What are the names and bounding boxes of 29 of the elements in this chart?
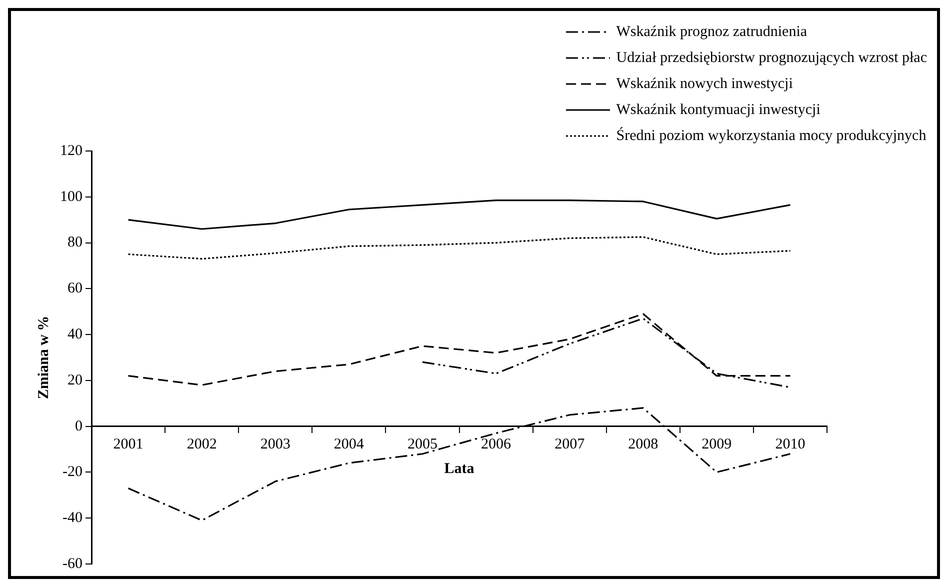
y-axis-title: Zmiana w % <box>36 316 52 400</box>
legend-label: Wskaźnik nowych inwestycji <box>616 75 793 94</box>
line-series <box>127 313 792 386</box>
x-tick-label: 2007 <box>554 436 586 452</box>
x-tick-label: 2002 <box>186 436 217 452</box>
legend-label: Udział przedsiębiorstw prognozujących wzrost płac <box>616 49 927 68</box>
x-tick-label: 2001 <box>113 436 144 452</box>
x-tick-label: 2008 <box>628 436 658 452</box>
legend-label: Wskaźnik prognoz zatrudnienia <box>616 23 808 42</box>
line-series <box>127 236 792 260</box>
y-tick-label: -20 <box>62 464 82 480</box>
x-axis-title: Lata <box>444 461 475 478</box>
y-tick-label: 100 <box>60 188 82 205</box>
legend-label: Średni poziom wykorzystania mocy produkcyjnych <box>616 126 926 146</box>
y-tick-label: -60 <box>62 556 82 572</box>
y-tick-label: 40 <box>68 326 82 342</box>
y-tick-label: 80 <box>68 234 82 251</box>
y-tick-label: 20 <box>68 372 82 388</box>
legend-label: Wskaźnik kontymuacji inwestycji <box>616 101 820 120</box>
y-tick-label: 120 <box>60 142 82 159</box>
y-tick-label: 60 <box>68 280 82 297</box>
x-tick-label: 2004 <box>334 436 364 452</box>
y-tick-label: 0 <box>75 418 82 434</box>
y-tick-label: -40 <box>62 510 82 526</box>
x-tick-label: 2005 <box>407 436 438 452</box>
x-tick-label: 2009 <box>702 436 732 452</box>
x-tick-label: 2006 <box>481 436 512 452</box>
x-tick-label: 2010 <box>775 436 806 452</box>
x-tick-label: 2003 <box>260 436 290 452</box>
